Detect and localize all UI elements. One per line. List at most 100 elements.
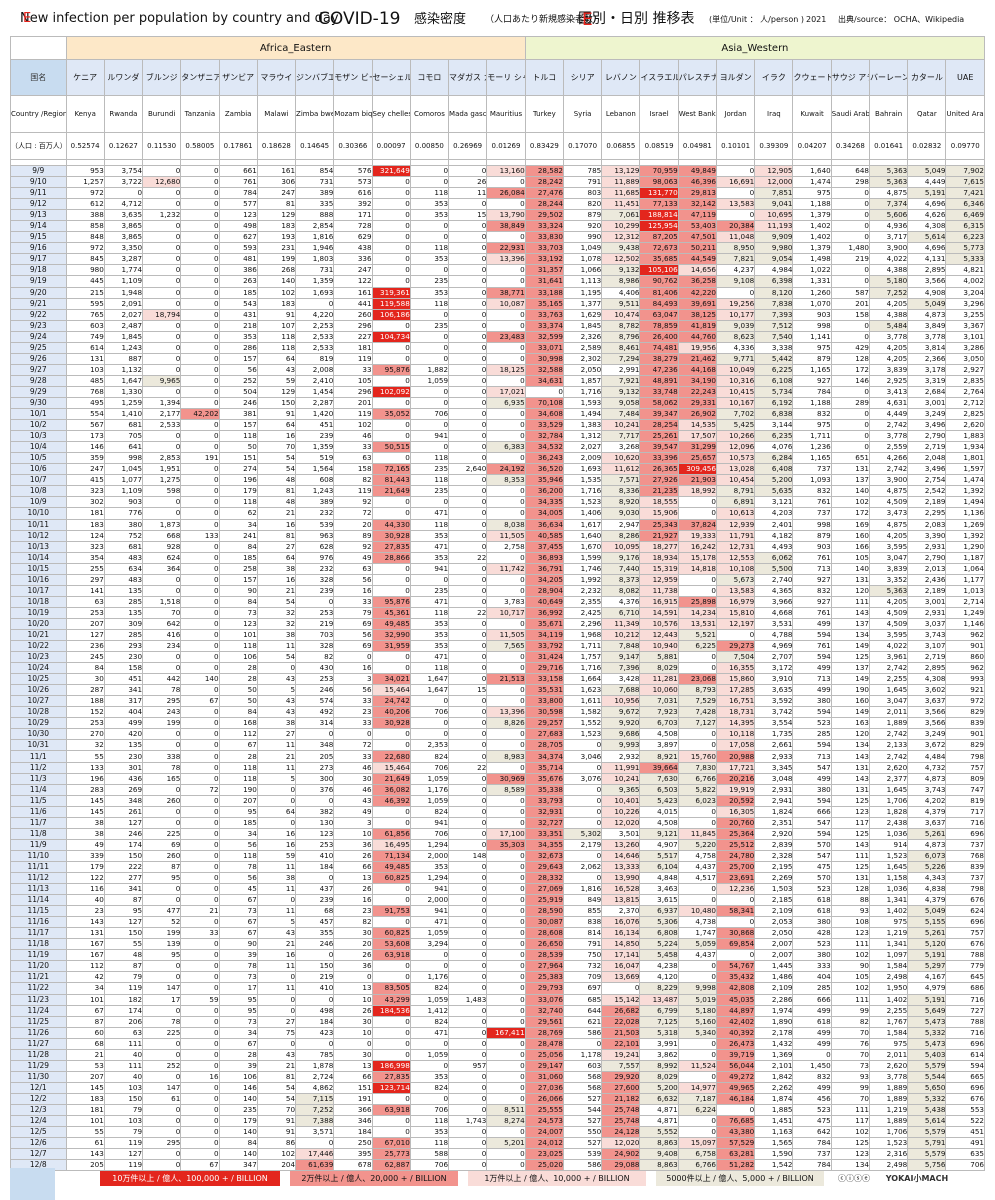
value-cell: 543 bbox=[218, 297, 258, 310]
value-cell: 975 bbox=[868, 916, 909, 929]
value-cell: 32,673 bbox=[524, 849, 564, 862]
value-cell: 5,423 bbox=[639, 794, 679, 807]
value-cell: 6,073 bbox=[907, 849, 947, 862]
value-cell: 3,778 bbox=[868, 1070, 909, 1083]
value-cell: 1,503 bbox=[754, 883, 794, 896]
value-cell: 2,947 bbox=[601, 518, 641, 531]
value-cell: 8,782 bbox=[601, 319, 641, 332]
value-cell: 504 bbox=[218, 385, 258, 398]
value-cell: 12,680 bbox=[142, 176, 182, 189]
value-cell: 661 bbox=[218, 164, 258, 178]
value-cell: 3,144 bbox=[754, 419, 794, 432]
value-cell: 1,645 bbox=[868, 860, 909, 874]
value-cell: 1,312 bbox=[562, 430, 603, 443]
value-cell: 3,107 bbox=[907, 640, 947, 653]
value-cell: 376 bbox=[295, 783, 335, 796]
value-cell: 11,349 bbox=[601, 617, 641, 630]
value-cell: 1,402 bbox=[792, 231, 832, 244]
value-cell: 0 bbox=[562, 816, 603, 829]
value-cell: 2,083 bbox=[907, 518, 947, 531]
value-cell: 0 bbox=[830, 220, 870, 233]
value-cell: 7,504 bbox=[715, 651, 756, 664]
value-cell: 0 bbox=[486, 352, 526, 365]
value-cell: 2,366 bbox=[907, 352, 947, 365]
value-cell: 3,204 bbox=[945, 286, 985, 299]
value-cell: 118 bbox=[218, 640, 258, 653]
value-cell: 7,388 bbox=[295, 1115, 335, 1128]
table-row: 12/3 181 79 0 0 235 70 7,252 366 63,918 706 0 8,511 2… bbox=[10, 1103, 985, 1117]
table-row: 10/1 554 1,410 2,177 42,202 381 91 1,420 119 35,0… bbox=[10, 408, 985, 421]
value-cell: 3,566 bbox=[907, 706, 947, 719]
value-cell: 731 bbox=[295, 176, 335, 189]
value-cell: 616 bbox=[333, 187, 373, 200]
value-cell: 58,062 bbox=[639, 396, 679, 410]
value-cell: 901 bbox=[945, 728, 985, 741]
value-cell: 119 bbox=[103, 982, 144, 995]
value-cell: 72 bbox=[333, 739, 373, 752]
value-cell: 129 bbox=[256, 209, 297, 222]
value-cell: 1,746 bbox=[562, 562, 603, 575]
value-cell: 2,007 bbox=[754, 949, 794, 962]
value-cell: 0 bbox=[371, 341, 411, 354]
value-cell: 252 bbox=[142, 1059, 182, 1072]
value-cell: 21,649 bbox=[371, 772, 411, 785]
value-cell: 0 bbox=[180, 916, 220, 929]
value-cell: 0 bbox=[677, 739, 717, 752]
value-cell: 0 bbox=[448, 871, 488, 885]
value-cell: 0 bbox=[256, 783, 297, 796]
value-cell: 1,889 bbox=[868, 717, 909, 730]
value-cell: 34,608 bbox=[524, 408, 564, 421]
value-cell: 179 bbox=[218, 485, 258, 498]
value-cell: 45,035 bbox=[715, 993, 756, 1006]
value-cell: 0 bbox=[448, 1081, 488, 1094]
value-cell: 451 bbox=[945, 1126, 985, 1139]
date-cell: 11/23 bbox=[10, 993, 67, 1006]
value-cell: 3,178 bbox=[907, 363, 947, 376]
table-row: 10/31 32 135 0 0 67 11 348 72 0 2,353 0 0 28,705 0 9,99… bbox=[10, 739, 985, 752]
value-cell: 0 bbox=[448, 164, 488, 178]
value-cell: 381 bbox=[218, 408, 258, 421]
value-cell: 9,054 bbox=[754, 253, 794, 266]
value-cell: 28,769 bbox=[524, 1026, 564, 1039]
value-cell: 1,664 bbox=[562, 673, 603, 686]
value-cell: 5,049 bbox=[907, 164, 947, 178]
value-cell: 0 bbox=[409, 496, 450, 509]
value-cell: 5,333 bbox=[945, 253, 985, 266]
table-row: 10/27 188 317 295 67 50 43 574 33 24,742 0 0 0 33,800… bbox=[10, 695, 985, 708]
value-cell: 95 bbox=[218, 993, 258, 1006]
value-cell: 70 bbox=[830, 1026, 870, 1039]
country-jp-name: トルコ bbox=[524, 59, 564, 96]
value-cell: 1,716 bbox=[562, 385, 603, 398]
value-cell: 854 bbox=[295, 164, 335, 178]
value-cell: 993 bbox=[945, 673, 985, 686]
value-cell: 0 bbox=[448, 496, 488, 509]
value-cell: 185 bbox=[218, 816, 258, 829]
country-population: 0.17861 bbox=[218, 132, 258, 160]
value-cell: 82 bbox=[830, 1015, 870, 1028]
value-cell: 0 bbox=[371, 916, 411, 929]
value-cell: 59 bbox=[180, 993, 220, 1006]
value-cell: 903 bbox=[103, 496, 144, 509]
value-cell: 328 bbox=[295, 640, 335, 653]
date-cell: 11/7 bbox=[10, 816, 67, 829]
value-cell: 199 bbox=[256, 253, 297, 266]
value-cell: 12,020 bbox=[601, 816, 641, 829]
value-cell: 648 bbox=[830, 164, 870, 178]
value-cell: 0 bbox=[448, 783, 488, 796]
date-cell: 11/9 bbox=[10, 838, 67, 851]
value-cell: 0 bbox=[486, 430, 526, 443]
value-cell: 39,719 bbox=[715, 1048, 756, 1061]
value-cell: 0 bbox=[371, 883, 411, 896]
value-cell: 0 bbox=[448, 584, 488, 597]
value-cell: 879 bbox=[562, 209, 603, 222]
table-row: 12/5 55 79 0 0 140 91 3,571 184 0 353 0 0 24,007 550 24… bbox=[10, 1126, 985, 1139]
value-cell: 6,104 bbox=[639, 860, 679, 874]
value-cell: 44,330 bbox=[371, 518, 411, 531]
value-cell: 4,449 bbox=[868, 408, 909, 421]
value-cell: 8,082 bbox=[601, 584, 641, 597]
value-cell: 81,406 bbox=[639, 286, 679, 299]
value-cell: 9,998 bbox=[677, 982, 717, 995]
value-cell: 6,284 bbox=[754, 452, 794, 465]
value-cell: 183 bbox=[256, 220, 297, 233]
value-cell: 28 bbox=[218, 750, 258, 763]
